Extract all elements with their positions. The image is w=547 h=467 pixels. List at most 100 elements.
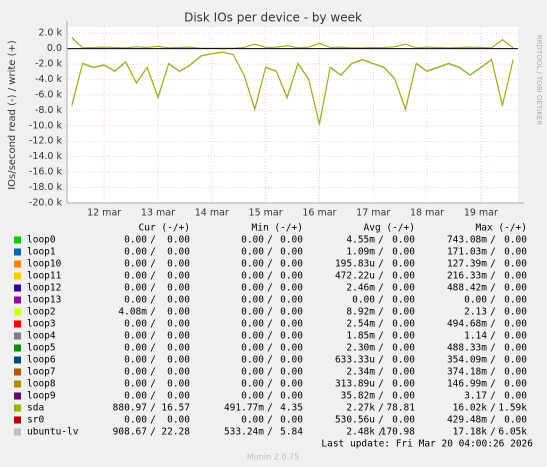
y-tick-label: -8.0 k [35, 105, 63, 116]
legend-swatch [14, 296, 21, 304]
legend-value: 908.67 [113, 427, 147, 438]
legend-value: 4.35 [280, 403, 303, 414]
grid [67, 27, 518, 204]
axes: 2.0 k 0.0 -2.0 k -4.0 k -6.0 k -8.0 k -10.0 k -… [29, 21, 524, 219]
legend-separator: / [490, 247, 496, 258]
x-tick-label: 18 mar [410, 208, 444, 219]
legend: Cur (-/+) Min (-/+) Avg (-/+) Max (-/+) loop… [14, 223, 527, 438]
legend-value: 0.00 [392, 355, 415, 366]
legend-value: 0.00 [392, 271, 415, 282]
legend-value: 0.00 [392, 259, 415, 270]
last-update: Last update: Fri Mar 20 04:00:26 2026 [321, 439, 533, 450]
legend-value: 0.00 [241, 235, 264, 246]
series-line [71, 51, 514, 124]
legend-swatch [14, 368, 21, 376]
legend-separator: / [490, 343, 496, 354]
legend-separator: / [267, 307, 273, 318]
legend-separator: / [267, 235, 273, 246]
legend-name: loop8 [27, 379, 56, 390]
legend-value: 0.00 [167, 295, 190, 306]
legend-value: 0.00 [167, 319, 190, 330]
legend-name: loop5 [27, 343, 56, 354]
legend-separator: / [378, 307, 384, 318]
legend-separator: / [378, 403, 384, 414]
legend-value: 0.00 [280, 295, 303, 306]
legend-value: 195.83u [335, 259, 375, 270]
legend-value: 0.00 [280, 355, 303, 366]
legend-value: 0.00 [167, 307, 190, 318]
legend-value: 0.00 [392, 343, 415, 354]
legend-swatch [14, 236, 21, 244]
legend-separator: / [150, 307, 156, 318]
legend-value: 0.00 [280, 259, 303, 270]
legend-value: 0.00 [392, 319, 415, 330]
legend-value: 0.00 [280, 235, 303, 246]
legend-value: 0.00 [392, 307, 415, 318]
legend-value: 0.00 [504, 271, 527, 282]
legend-value: 0.00 [392, 415, 415, 426]
legend-swatch [14, 308, 21, 316]
legend-value: 1.59k [498, 403, 527, 414]
y-tick-label: -14.0 k [29, 151, 63, 162]
legend-value: 0.00 [280, 247, 303, 258]
lines [71, 36, 514, 126]
legend-name: loop1 [27, 247, 56, 258]
legend-separator: / [150, 343, 156, 354]
legend-value: 0.00 [280, 415, 303, 426]
legend-value: 0.00 [504, 307, 527, 318]
legend-name: loop9 [27, 391, 56, 402]
legend-separator: / [267, 403, 273, 414]
y-tick-label: -2.0 k [35, 59, 63, 70]
legend-separator: / [490, 427, 496, 438]
legend-swatch [14, 392, 21, 400]
legend-value: 0.00 [504, 355, 527, 366]
legend-value: 0.00 [392, 295, 415, 306]
legend-separator: / [267, 427, 273, 438]
legend-value: 0.00 [280, 379, 303, 390]
legend-name: loop4 [27, 331, 56, 342]
legend-separator: / [490, 319, 496, 330]
legend-value: 171.03m [447, 247, 487, 258]
legend-value: 0.00 [280, 367, 303, 378]
legend-separator: / [490, 295, 496, 306]
legend-value: 22.28 [161, 427, 190, 438]
x-tick-label: 16 mar [302, 208, 336, 219]
legend-name: loop7 [27, 367, 56, 378]
legend-swatch [14, 356, 21, 364]
x-tick-label: 12 mar [87, 208, 121, 219]
legend-value: 0.00 [167, 283, 190, 294]
legend-value: 0.00 [504, 295, 527, 306]
legend-swatch [14, 416, 21, 424]
legend-value: 0.00 [167, 235, 190, 246]
legend-separator: / [378, 247, 384, 258]
legend-value: 0.00 [504, 367, 527, 378]
legend-separator: / [490, 259, 496, 270]
legend-value: 0.00 [241, 391, 264, 402]
legend-separator: / [150, 331, 156, 342]
legend-value: 0.00 [124, 259, 147, 270]
legend-value: 8.92m [346, 307, 375, 318]
legend-value: 0.00 [167, 247, 190, 258]
legend-value: 1.85m [346, 331, 375, 342]
legend-value: 0.00 [167, 367, 190, 378]
y-tick-label: 0.0 [47, 43, 62, 54]
legend-separator: / [267, 343, 273, 354]
legend-swatch [14, 380, 21, 388]
legend-value: 1.09m [346, 247, 375, 258]
legend-separator: / [490, 403, 496, 414]
legend-separator: / [150, 379, 156, 390]
legend-separator: / [490, 307, 496, 318]
legend-value: 0.00 [241, 379, 264, 390]
legend-separator: / [490, 283, 496, 294]
legend-value: 0.00 [241, 247, 264, 258]
legend-value: 0.00 [241, 271, 264, 282]
legend-value: 0.00 [167, 415, 190, 426]
legend-swatch [14, 332, 21, 340]
legend-separator: / [378, 319, 384, 330]
legend-separator: / [267, 331, 273, 342]
legend-value: 880.97 [113, 403, 147, 414]
legend-value: 0.00 [392, 379, 415, 390]
legend-value: 0.00 [241, 295, 264, 306]
legend-swatch [14, 260, 21, 268]
